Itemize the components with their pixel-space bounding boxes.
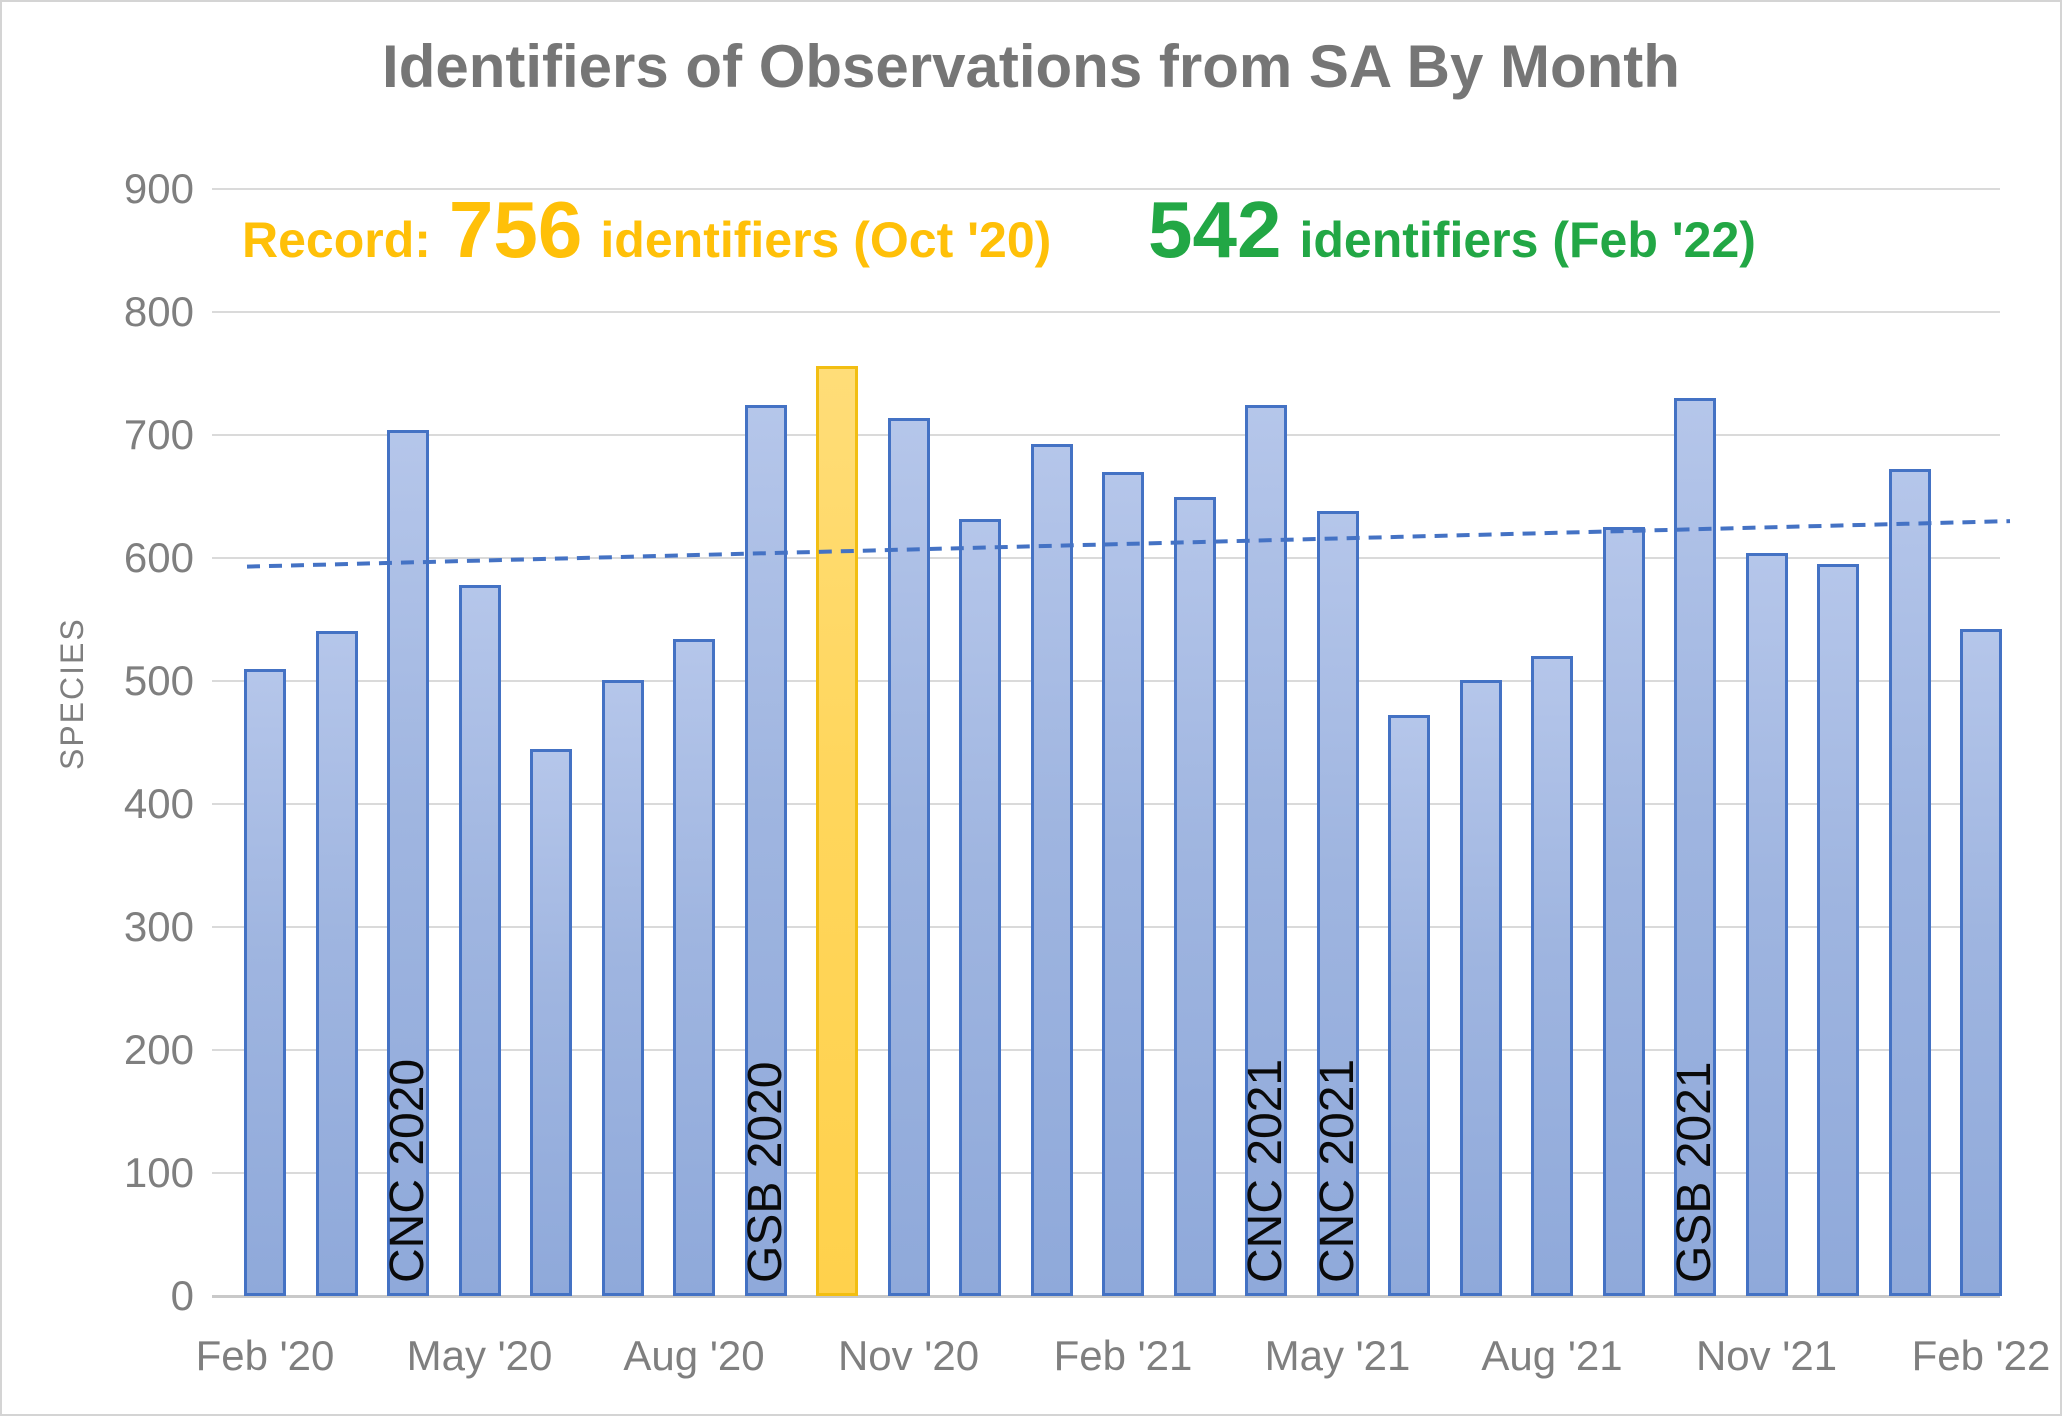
latest-suffix: identifiers (Feb '22) — [1299, 212, 1756, 268]
y-tick-label-200: 200 — [123, 1026, 194, 1073]
bar-jul20 — [601, 679, 644, 1296]
x-tick-label-aug20: Aug '20 — [623, 1332, 765, 1379]
gridline-900 — [212, 188, 2000, 190]
y-tick-label-800: 800 — [123, 288, 194, 335]
record-suffix: identifiers (Oct '20) — [600, 212, 1052, 268]
bar-jun21 — [1388, 715, 1430, 1296]
gridline-700 — [212, 434, 2000, 436]
bar-jun20 — [530, 748, 572, 1296]
bar-mar20 — [315, 630, 358, 1296]
bar-feb22 — [1960, 629, 2002, 1296]
bar-label-cnc-2020-2: CNC 2020 — [381, 1058, 434, 1283]
x-tick-label-may21: May '21 — [1264, 1332, 1411, 1379]
bar-feb20 — [244, 668, 286, 1296]
bar-aug20 — [673, 639, 715, 1296]
y-tick-label-300: 300 — [123, 903, 194, 950]
record-annotation: Record: 756 identifiers (Oct '20) — [242, 184, 1051, 276]
bar-dec21 — [1817, 564, 1859, 1296]
bar-oct20 — [816, 366, 858, 1296]
bar-jul21 — [1459, 679, 1502, 1296]
x-tick-label-nov21: Nov '21 — [1695, 1332, 1838, 1379]
bar-nov21 — [1745, 553, 1788, 1296]
record-prefix: Record: — [242, 212, 431, 268]
bar-label-cnc-2021-15: CNC 2021 — [1310, 1058, 1364, 1283]
bar-may20 — [458, 585, 501, 1296]
x-tick-label-aug21: Aug '21 — [1481, 1332, 1623, 1379]
bar-aug21 — [1531, 656, 1573, 1296]
bar-nov20 — [887, 417, 930, 1296]
x-tick-label-nov20: Nov '20 — [837, 1332, 980, 1379]
bar-apr20 — [387, 430, 429, 1296]
x-tick-label-feb22: Feb '22 — [1911, 1332, 2051, 1379]
bar-feb21 — [1102, 471, 1144, 1296]
y-tick-label-500: 500 — [123, 657, 194, 704]
gridline-800 — [212, 311, 2000, 313]
bar-jan22 — [1888, 469, 1931, 1296]
bar-label-gsb-2020-7: GSB 2020 — [738, 1061, 792, 1283]
gridline-0 — [212, 1295, 2000, 1298]
x-tick-label-feb21: Feb '21 — [1053, 1332, 1193, 1379]
bar-sep21 — [1602, 527, 1645, 1296]
latest-value: 542 — [1148, 185, 1282, 274]
chart-title: Identifiers of Observations from SA By M… — [382, 33, 1680, 100]
bar-jan21 — [1030, 443, 1073, 1296]
x-tick-label-may20: May '20 — [406, 1332, 553, 1379]
bar-mar21 — [1173, 496, 1216, 1296]
bar-label-gsb-2021-20: GSB 2021 — [1668, 1061, 1721, 1283]
y-tick-label-0: 0 — [170, 1272, 194, 1319]
y-tick-label-700: 700 — [123, 411, 194, 458]
record-value: 756 — [448, 185, 583, 274]
y-tick-label-900: 900 — [123, 165, 194, 212]
bar-may21 — [1316, 511, 1359, 1296]
bar-dec20 — [959, 518, 1001, 1296]
y-tick-label-400: 400 — [123, 780, 194, 827]
x-tick-label-feb20: Feb '20 — [195, 1332, 335, 1379]
y-tick-label-100: 100 — [123, 1149, 194, 1196]
y-tick-label-600: 600 — [123, 534, 194, 581]
bar-label-cnc-2021-14: CNC 2021 — [1239, 1058, 1292, 1283]
latest-annotation: 542 identifiers (Feb '22) — [1130, 184, 1756, 276]
